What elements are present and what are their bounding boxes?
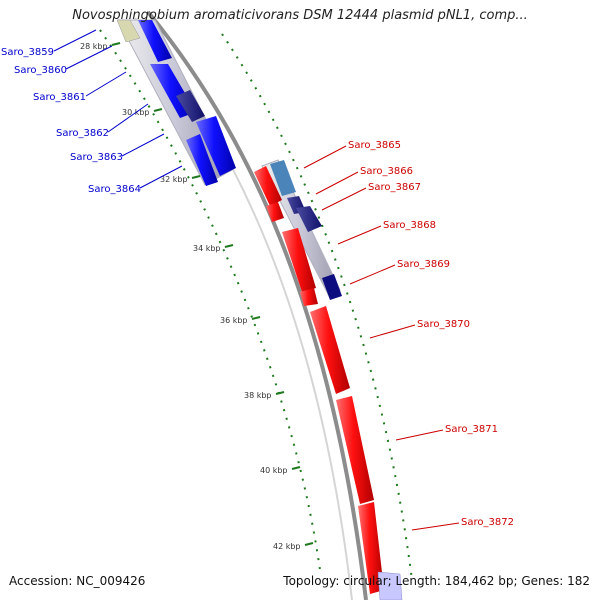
gene-label-saro-3862[interactable]: Saro_3862 — [56, 128, 109, 139]
gene-block-saro-3863[interactable] — [196, 116, 236, 176]
gene-leader-line — [395, 429, 444, 441]
scale-tick-mark — [153, 108, 163, 112]
gene-block-saro-3864[interactable] — [186, 134, 218, 186]
gene-label-saro-3860[interactable]: Saro_3860 — [14, 65, 67, 76]
gene-label-saro-3859[interactable]: Saro_3859 — [1, 47, 54, 58]
gene-leader-line — [337, 225, 382, 245]
scale-tick-label: 36 kbp — [220, 316, 248, 325]
gene-leader-line — [369, 324, 416, 339]
gene-leader-line — [85, 71, 127, 97]
gene-leader-line — [107, 103, 149, 133]
gene-leader-line — [349, 264, 396, 285]
reverse-gene-labels: Saro_3865 Saro_3866 Saro_3867 Saro_3868 Saro… — [303, 140, 514, 531]
scale-tick-mark — [224, 244, 234, 248]
gene-leader-line — [411, 522, 460, 531]
gene-block-saro-3862[interactable] — [176, 90, 205, 122]
scale-tick-label: 38 kbp — [244, 391, 272, 400]
accession-label: Accession: NC_009426 — [9, 574, 146, 588]
gene-block-saro-3859[interactable] — [116, 19, 141, 43]
gene-label-saro-3871[interactable]: Saro_3871 — [445, 424, 498, 435]
gene-leader-line — [53, 29, 97, 52]
scale-tick-mark — [304, 542, 314, 546]
forward-gene-band — [116, 19, 236, 186]
backbone-arc — [146, 10, 368, 600]
gene-leader-line — [121, 133, 165, 157]
gene-leader-line — [321, 187, 367, 211]
gene-leader-line — [303, 145, 347, 169]
gene-block-saro-3872[interactable] — [358, 502, 384, 594]
forward-gene-labels: Saro_3859 Saro_3860 Saro_3861 Saro_3862 Saro… — [1, 29, 183, 195]
scale-tick-label: 32 kbp — [160, 175, 188, 184]
scale-tick-label: 28 kbp — [80, 42, 108, 51]
gene-block-saro-3860[interactable] — [138, 20, 172, 62]
scale-tick-label: 40 kbp — [260, 466, 288, 475]
scale-tick-mark — [275, 391, 285, 395]
genome-summary-label: Topology: circular; Length: 184,462 bp; … — [283, 574, 590, 588]
gene-label-saro-3872[interactable]: Saro_3872 — [461, 517, 514, 528]
gene-leader-line — [315, 171, 359, 195]
scale-tick-mark — [291, 466, 301, 470]
gene-block-saro-3869[interactable] — [322, 274, 342, 300]
gene-leader-line — [65, 45, 113, 70]
scale-tick-mark — [191, 175, 201, 179]
scale-tick-label: 42 kbp — [273, 542, 301, 551]
scale-tick-mark — [251, 316, 261, 320]
scale-tick-label: 34 kbp — [193, 244, 221, 253]
map-title: Novosphingobium aromaticivorans DSM 1244… — [72, 8, 528, 23]
gene-label-saro-3864[interactable]: Saro_3864 — [88, 184, 141, 195]
gene-block-saro-3867[interactable] — [296, 206, 322, 232]
gene-block-saro-3868[interactable] — [282, 228, 316, 292]
gene-block-saro-3870[interactable] — [310, 306, 350, 394]
gene-label-saro-3866[interactable]: Saro_3866 — [360, 166, 413, 177]
gc-track-outer — [221, 33, 413, 581]
gene-label-saro-3869[interactable]: Saro_3869 — [397, 259, 450, 270]
scale-tick-mark — [111, 42, 121, 46]
gene-label-saro-3863[interactable]: Saro_3863 — [70, 152, 123, 163]
gene-label-saro-3870[interactable]: Saro_3870 — [417, 319, 470, 330]
gene-label-saro-3867[interactable]: Saro_3867 — [368, 182, 421, 193]
gene-label-saro-3861[interactable]: Saro_3861 — [33, 92, 86, 103]
gene-label-saro-3865[interactable]: Saro_3865 — [348, 140, 401, 151]
gene-label-saro-3868[interactable]: Saro_3868 — [383, 220, 436, 231]
gene-block-saro-3865[interactable] — [270, 160, 296, 196]
gene-leader-line — [139, 165, 183, 189]
reverse-gene-band — [254, 159, 403, 600]
gene-block-saro-3871[interactable] — [336, 396, 374, 504]
